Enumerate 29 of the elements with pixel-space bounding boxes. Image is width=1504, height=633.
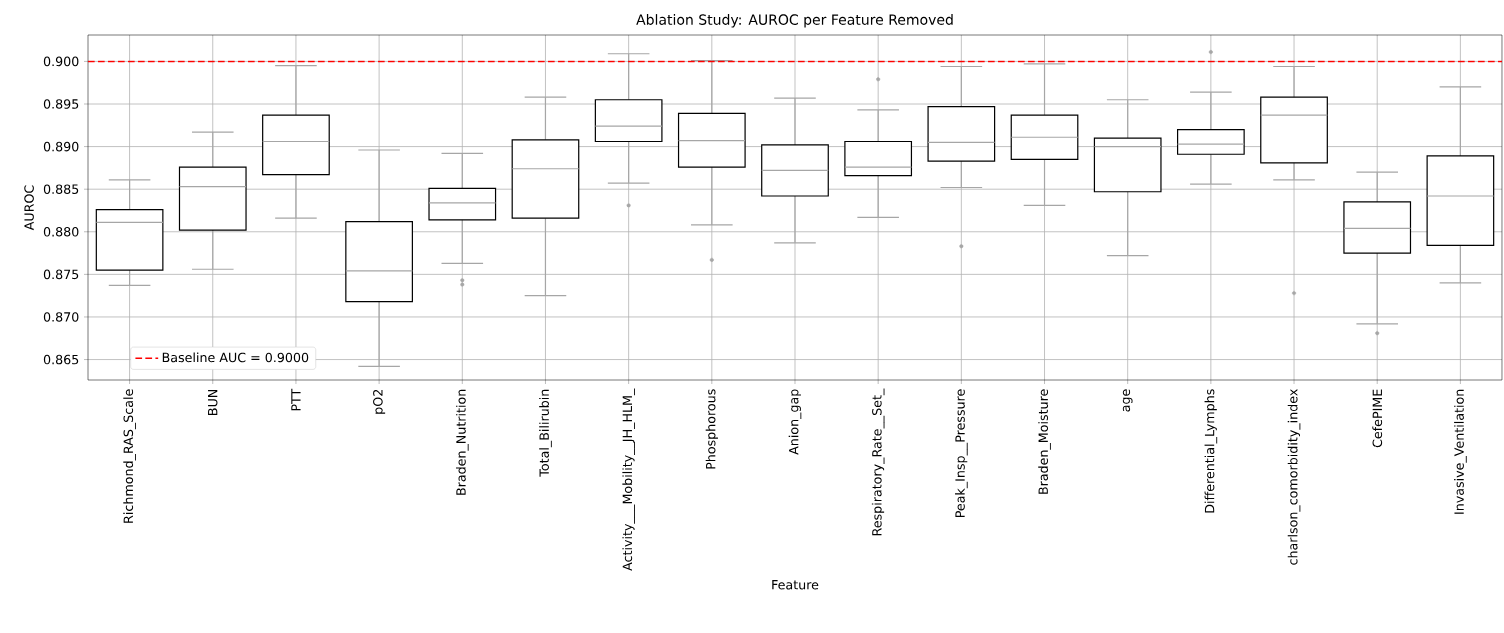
chart-title: Ablation Study: AUROC per Feature Removed: [636, 14, 953, 28]
x-tick-label: Peak_Insp__Pressure: [955, 389, 968, 518]
x-tick-label: Activity___Mobility__JH_HLM_: [622, 388, 635, 571]
x-tick-label: Respiratory_Rate__Set_: [871, 388, 885, 536]
x-tick-label: charlson_comorbidity_index: [1287, 389, 1301, 565]
x-tick-label: Braden_Nutrition: [455, 389, 469, 495]
x-tick-label: Braden_Moisture: [1038, 389, 1051, 494]
y-tick-label: 0.880: [43, 226, 79, 237]
x-axis-title: Feature: [772, 580, 819, 590]
y-tick-label: 0.870: [43, 312, 79, 322]
x-tick-label: Anion_gap: [788, 389, 802, 455]
y-tick-label: 0.890: [43, 141, 79, 152]
y-tick-label: 0.875: [43, 269, 79, 280]
legend-label: Baseline AUC = 0.9000: [162, 352, 309, 363]
x-tick-label: CefePIME: [1372, 389, 1383, 448]
y-tick-label: 0.900: [43, 56, 79, 67]
x-tick-label: pO2: [373, 389, 386, 414]
x-tick-label: Differential_Lymphs: [1204, 389, 1218, 513]
x-tick-label: PTT: [291, 388, 301, 411]
y-tick-label: 0.895: [43, 99, 79, 109]
x-tick-label: Richmond_RAS_Scale: [123, 389, 136, 523]
x-tick-label: Total_Bilirubin: [539, 389, 552, 477]
y-tick-label: 0.865: [43, 354, 79, 365]
x-tick-label: BUN: [208, 389, 218, 415]
x-tick-label: Invasive_Ventilation: [1454, 389, 1467, 514]
y-tick-label: 0.885: [43, 184, 79, 194]
x-tick-label: Phosphorous: [705, 389, 718, 469]
x-tick-label: age: [1122, 389, 1133, 412]
y-axis-title: AUROC: [24, 185, 34, 231]
